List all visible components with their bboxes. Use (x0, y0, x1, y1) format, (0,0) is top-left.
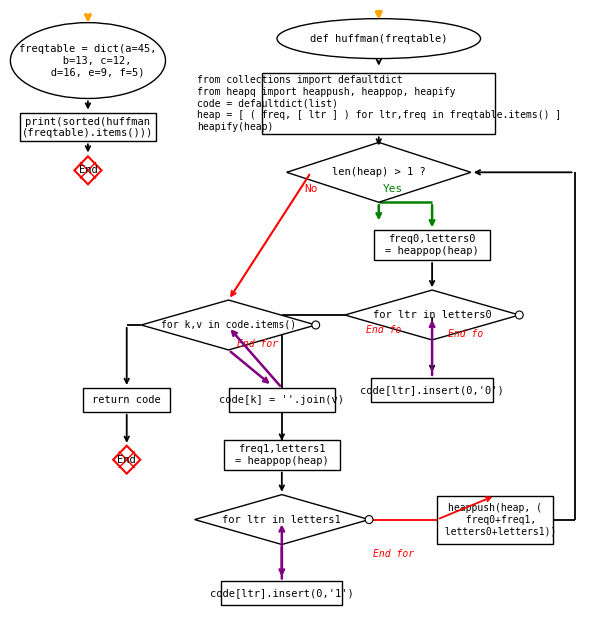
Text: len(heap) > 1 ?: len(heap) > 1 ? (332, 167, 426, 177)
Text: End: End (118, 455, 136, 464)
Text: for ltr in letters0: for ltr in letters0 (373, 310, 491, 320)
FancyBboxPatch shape (229, 388, 335, 412)
Text: End fo: End fo (366, 325, 401, 335)
Text: freq0,letters0
= heappop(heap): freq0,letters0 = heappop(heap) (385, 234, 479, 256)
FancyBboxPatch shape (371, 378, 493, 402)
FancyBboxPatch shape (20, 114, 156, 142)
Text: def huffman(freqtable): def huffman(freqtable) (310, 34, 447, 43)
Text: End: End (78, 165, 97, 175)
FancyBboxPatch shape (262, 73, 495, 135)
Circle shape (312, 321, 320, 329)
Polygon shape (195, 494, 369, 544)
FancyBboxPatch shape (83, 388, 170, 412)
Text: for ltr in letters1: for ltr in letters1 (223, 515, 341, 524)
Polygon shape (141, 300, 316, 350)
FancyBboxPatch shape (437, 496, 554, 544)
FancyBboxPatch shape (374, 230, 490, 260)
FancyBboxPatch shape (224, 440, 340, 470)
Polygon shape (286, 142, 471, 202)
Text: code[ltr].insert(0,'1'): code[ltr].insert(0,'1') (210, 588, 354, 598)
Text: return code: return code (92, 395, 161, 405)
Text: code[k] = ''.join(v): code[k] = ''.join(v) (219, 395, 344, 405)
Text: freqtable = dict(a=45,
   b=13, c=12,
   d=16, e=9, f=5): freqtable = dict(a=45, b=13, c=12, d=16,… (19, 44, 157, 77)
Circle shape (516, 311, 523, 319)
Text: End for: End for (373, 549, 414, 560)
Text: No: No (304, 184, 318, 195)
Text: freq1,letters1
= heappop(heap): freq1,letters1 = heappop(heap) (235, 444, 329, 466)
Text: heappush(heap, (
  freq0+freq1,
  letters0+letters1)): heappush(heap, ( freq0+freq1, letters0+l… (434, 503, 557, 536)
FancyBboxPatch shape (221, 581, 343, 605)
Text: End fo: End fo (449, 329, 484, 339)
Text: End for: End for (237, 339, 278, 349)
Circle shape (365, 516, 373, 524)
Text: for k,v in code.items(): for k,v in code.items() (161, 320, 296, 330)
Text: print(sorted(huffman
(freqtable).items())): print(sorted(huffman (freqtable).items()… (22, 117, 154, 138)
Text: from collections import defaultdict
from heapq import heappush, heappop, heapify: from collections import defaultdict from… (197, 75, 561, 131)
Text: code[ltr].insert(0,'0'): code[ltr].insert(0,'0') (360, 385, 504, 395)
Text: Yes: Yes (383, 184, 403, 195)
Polygon shape (345, 290, 519, 340)
